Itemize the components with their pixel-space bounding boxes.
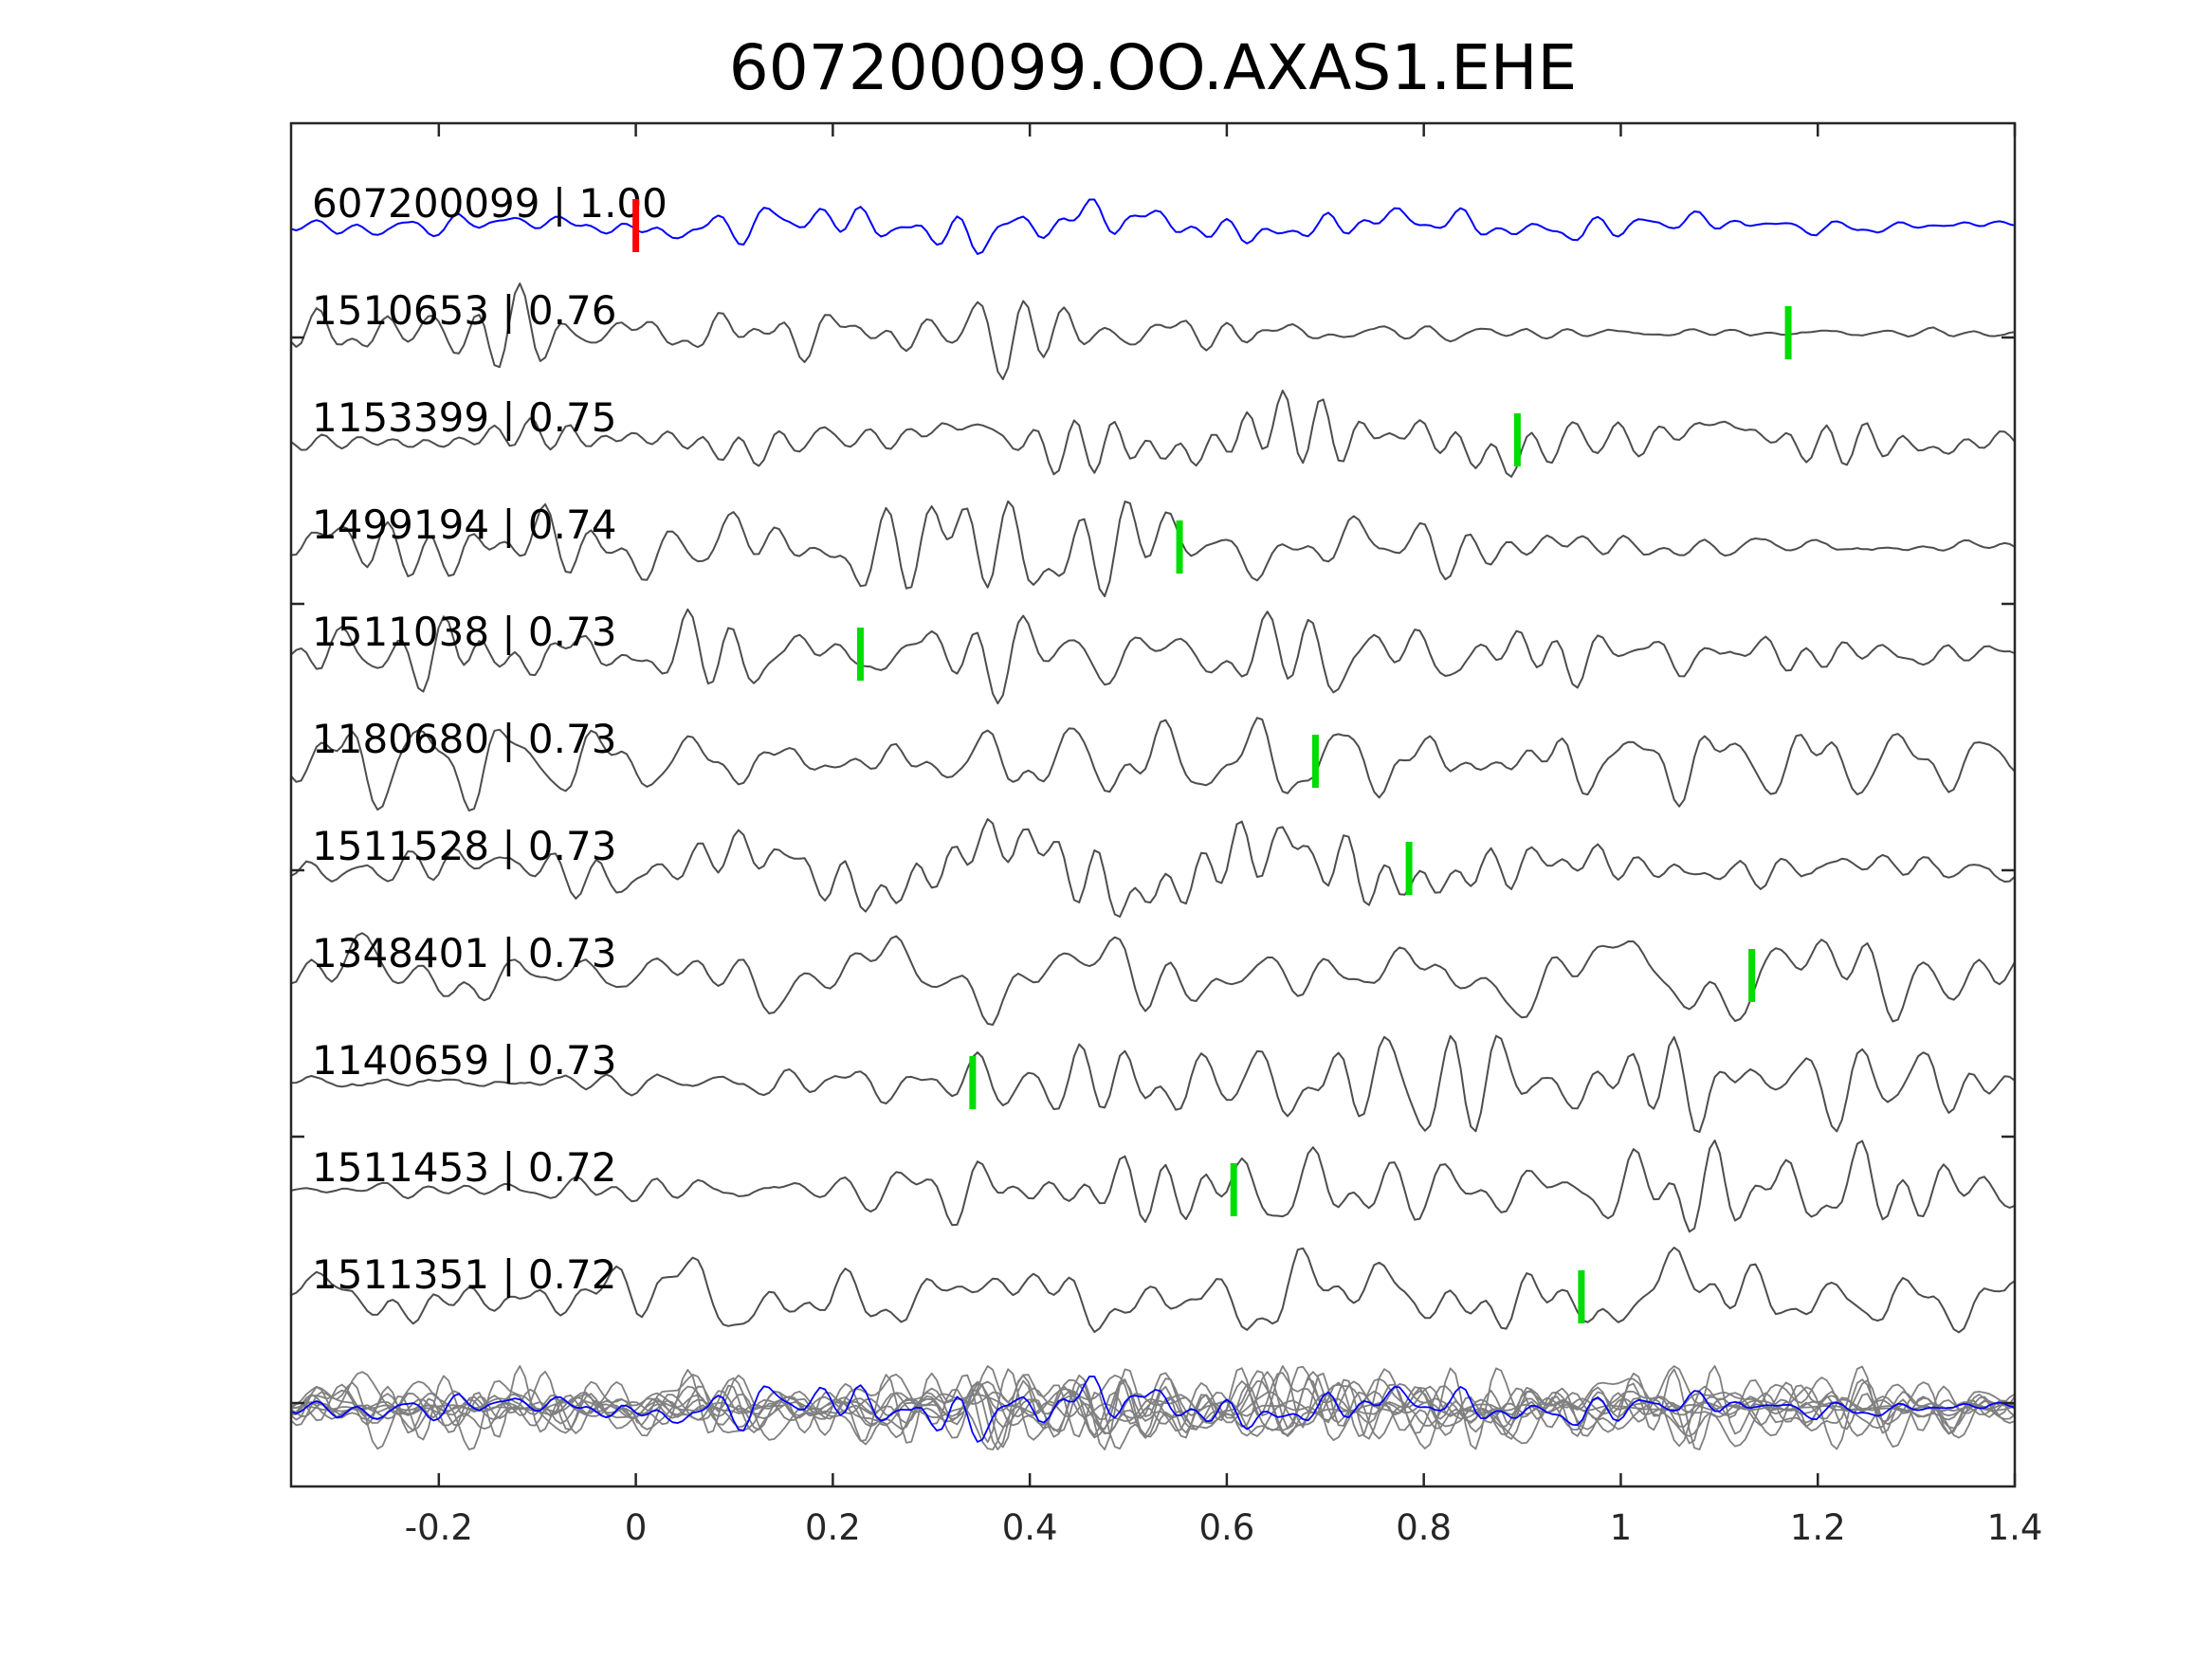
waveform-trace-5 [290,717,2016,811]
trace-label-10: 1511351 | 0.72 [312,1251,616,1298]
stack-trace-10 [290,1365,2016,1439]
trace-label-5: 1180680 | 0.73 [312,716,616,762]
waveform-trace-4 [290,608,2016,704]
stack-trace-0 [290,1376,2016,1443]
x-tick-label: 1.2 [1790,1507,1846,1548]
waveform-trace-10 [290,1247,2016,1334]
trace-label-4: 1511038 | 0.73 [312,609,616,655]
waveform-trace-1 [290,283,2016,381]
traces-layer: 607200099 | 1.00 1510653 | 0.76 1153399 | … [290,180,2016,1334]
trace-label-6: 1511528 | 0.73 [312,823,616,869]
x-tick-label: -0.2 [405,1507,473,1548]
trace-label-7: 1348401 | 0.73 [312,930,616,976]
waveform-trace-9 [290,1139,2016,1233]
waveform-trace-7 [290,932,2016,1026]
x-tick-label: 1 [1610,1507,1633,1548]
axes-frame [289,121,2017,1488]
waveform-trace-0 [290,198,2016,255]
x-tick-label: 0.6 [1198,1507,1254,1548]
x-tick-label: 0.8 [1396,1507,1452,1548]
axes: -0.2 0 0.2 0.4 0.6 0.8 1 1.2 1.4 [289,121,2043,1548]
stack-overlay [290,1365,2016,1450]
stack-trace-9 [290,1365,2016,1445]
waveform-trace-6 [290,818,2016,918]
waveform-trace-2 [290,390,2016,478]
x-tick-label: 0.2 [805,1507,861,1548]
trace-label-2: 1153399 | 0.75 [312,394,616,441]
trace-label-3: 1499194 | 0.74 [312,501,616,548]
trace-label-9: 1511453 | 0.72 [312,1144,616,1191]
x-tick-label: 0.4 [1002,1507,1058,1548]
x-tick-label: 1.4 [1987,1507,2043,1548]
trace-label-1: 1510653 | 0.76 [312,287,616,334]
x-tick-label: 0 [625,1507,648,1548]
chart-title: 607200099.OO.AXAS1.EHE [729,31,1578,104]
trace-label-8: 1140659 | 0.73 [312,1037,616,1084]
stack-trace-4 [290,1369,2016,1450]
waveform-trace-8 [290,1034,2016,1133]
waveform-trace-3 [290,500,2016,597]
trace-label-0: 607200099 | 1.00 [312,180,667,227]
